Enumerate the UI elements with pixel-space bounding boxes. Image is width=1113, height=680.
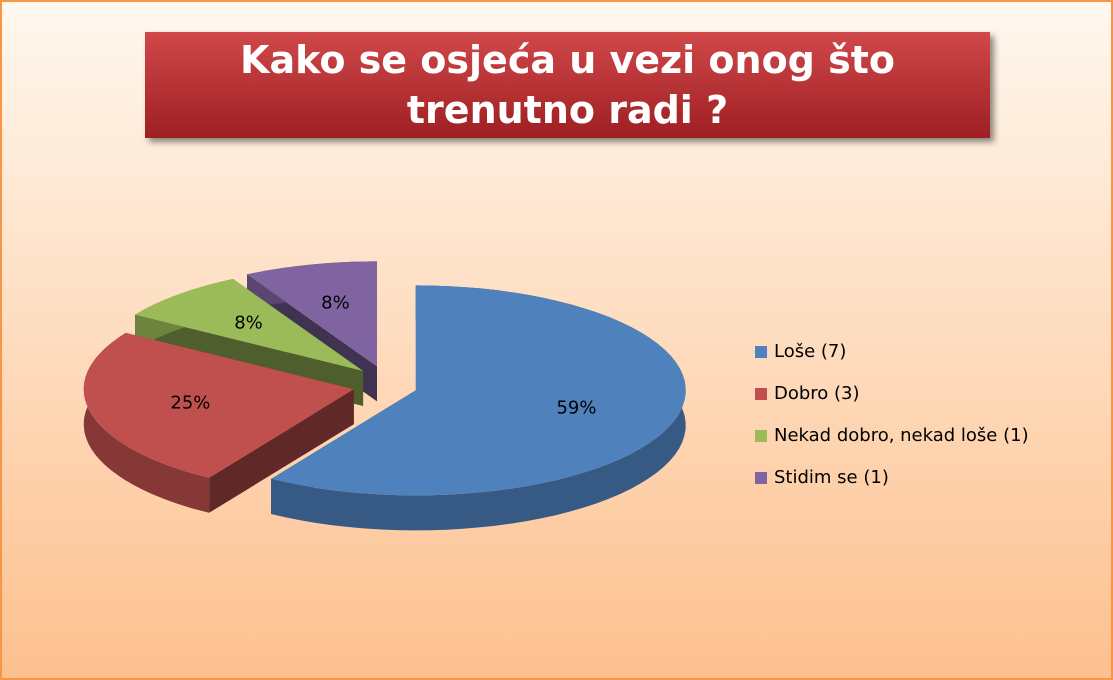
legend-label: Nekad dobro, nekad loše (1): [774, 425, 1029, 446]
slice: [83, 332, 354, 478]
legend-swatch: [755, 430, 767, 442]
slice: [271, 285, 686, 496]
slice: [135, 279, 364, 371]
slice-wall: [271, 285, 686, 531]
slice-side: [209, 389, 354, 513]
data-label: 8%: [234, 313, 263, 334]
legend-swatch: [755, 388, 767, 400]
legend-label: Loše (7): [774, 341, 846, 362]
chart-title: Kako se osjeća u vezi onog što trenutno …: [145, 32, 990, 138]
legend-swatch: [755, 346, 767, 358]
data-label: 8%: [321, 292, 350, 313]
data-label: 25%: [170, 392, 210, 413]
legend-swatch: [755, 472, 767, 484]
slice-wall: [83, 332, 210, 513]
data-label: 59%: [556, 398, 596, 419]
slice: [247, 261, 377, 367]
legend-label: Dobro (3): [774, 383, 860, 404]
legend-label: Stidim se (1): [774, 467, 889, 488]
